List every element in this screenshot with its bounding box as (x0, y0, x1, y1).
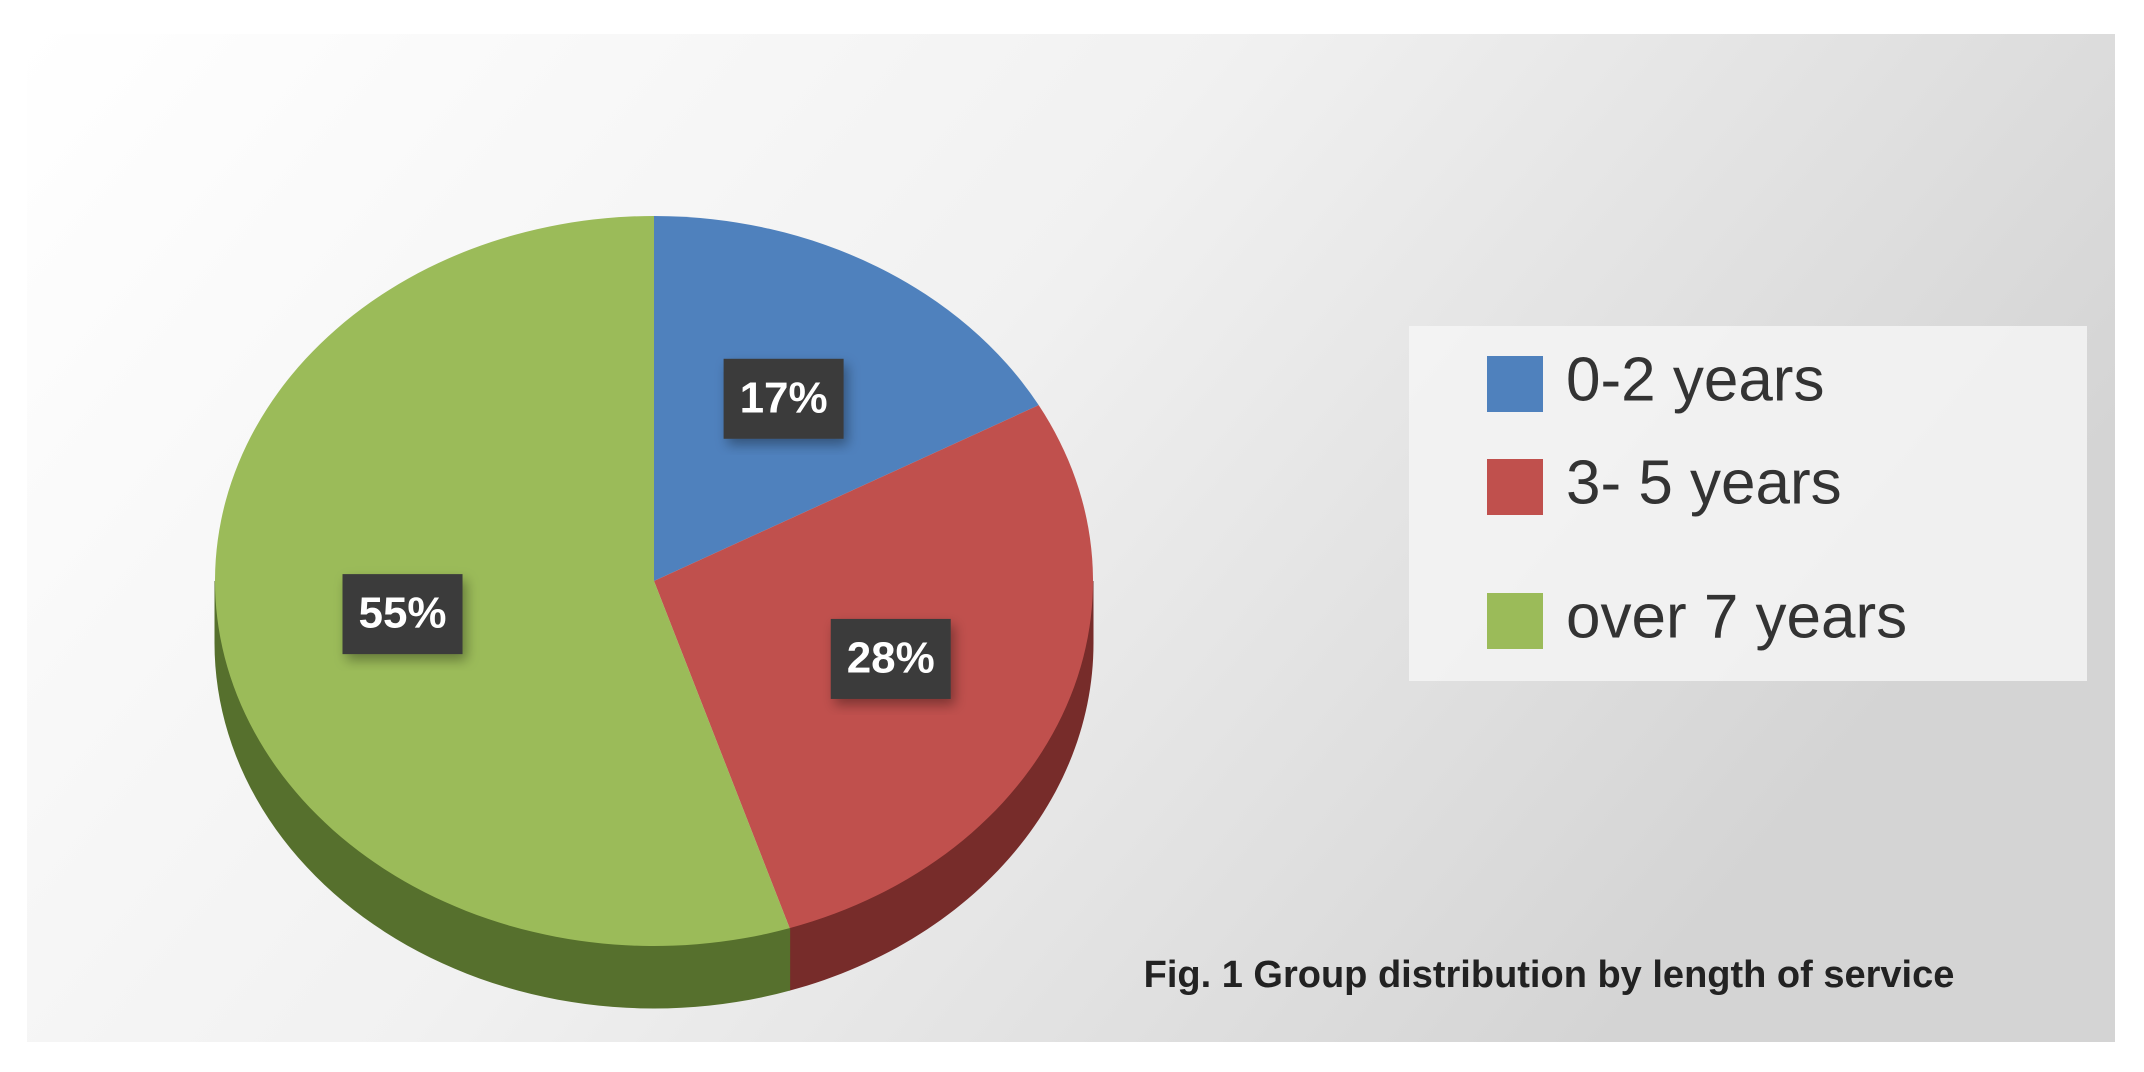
data-label: 17% (740, 373, 828, 422)
legend-swatch (1487, 356, 1543, 412)
data-label-box (723, 358, 844, 439)
data-label-box (342, 574, 463, 655)
legend-label: 0-2 years (1566, 345, 1824, 414)
chart-title: Fig. 1 Group distribution by length of s… (1144, 954, 1955, 996)
legend-label: 3- 5 years (1566, 448, 1842, 517)
legend-label: over 7 years (1566, 582, 1907, 651)
pie-slice (654, 216, 1039, 581)
data-label: 28% (847, 634, 935, 683)
data-label-box (830, 618, 951, 699)
pie-slice (214, 216, 790, 947)
data-label: 55% (358, 589, 446, 638)
legend-swatch (1487, 593, 1543, 649)
legend-swatch (1487, 459, 1543, 515)
